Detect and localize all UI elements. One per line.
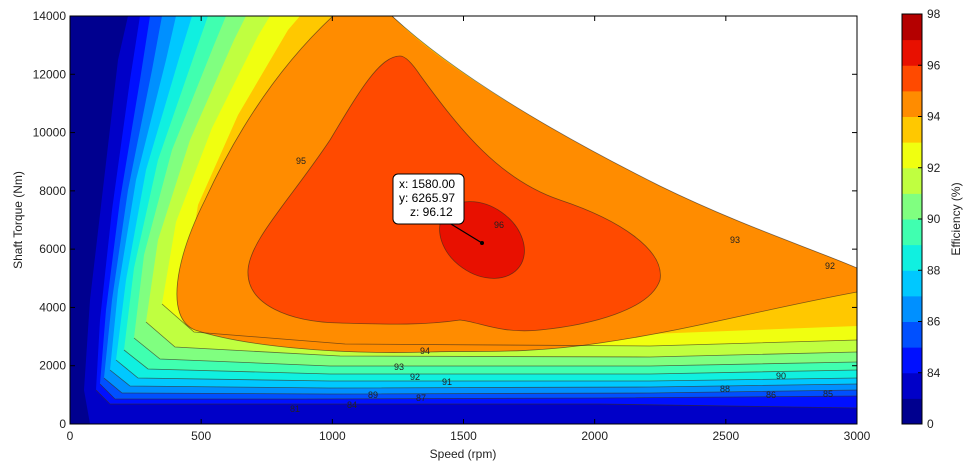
datatip-z: z: 96.12 [410,205,453,219]
datatip-y: y: 6265.97 [399,191,455,205]
colorbar-segment [902,244,922,271]
contour-line-86 [103,377,857,395]
contour-label: 89 [368,390,378,400]
colorbar-segment [902,14,922,41]
contour-label: 93 [394,362,404,372]
datatip-x: x: 1580.00 [399,177,455,191]
colorbar-segment [902,398,922,425]
contour-label: 88 [720,384,730,394]
contour-label: 94 [420,346,430,356]
contour-label: 95 [296,156,306,166]
contour-line-94 [176,16,857,353]
y-tick-label: 14000 [33,9,67,23]
contour-label: 86 [766,390,776,400]
contour-line-84 [95,389,857,409]
colorbar-tick-label: 94 [927,110,941,124]
colorbar-segment [902,167,922,194]
contour-label: 87 [416,393,426,403]
contour-labels: 81 84 89 87 92 91 93 94 95 96 93 92 90 8… [290,156,835,414]
y-tick-label: 2000 [39,359,66,373]
y-tick-label: 12000 [33,67,67,81]
contour-line-85 [99,383,857,400]
x-tick-label: 3000 [844,429,871,443]
datatip-marker [480,241,484,245]
x-tick-label: 0 [67,429,74,443]
y-tick-label: 4000 [39,300,66,314]
contour-line-92 [161,303,857,347]
contour-label: 92 [410,372,420,382]
colorbar-segment [902,39,922,66]
colorbar-ticks: 0 84 86 88 90 92 94 96 98 [918,7,941,431]
colorbar-segment [902,219,922,246]
contour-label: 81 [290,404,300,414]
colorbar-segment [902,372,922,399]
datatip-box [392,173,465,225]
contour-label: 90 [776,371,786,381]
colorbar-tick-label: 92 [927,161,941,175]
no-data-region [392,16,857,268]
contour-label: 96 [494,220,504,230]
contour-label: 84 [347,400,357,410]
plot-area [70,16,857,424]
colorbar-tick-label: 0 [927,417,934,431]
x-axis-label: Speed (rpm) [430,447,497,461]
colorbar-segment [902,193,922,220]
contour-line-95 [247,55,661,332]
contour-line-88 [115,359,857,382]
contour-label: 91 [442,377,452,387]
x-axis: 0 500 1000 1500 2000 2500 3000 [67,16,871,443]
x-tick-label: 1000 [319,429,346,443]
datatip[interactable]: x: 1580.00 y: 6265.97 z: 96.12 [392,173,484,245]
x-tick-label: 2000 [581,429,608,443]
no-data-boundary [391,16,857,269]
contour-line-91 [145,321,857,358]
x-tick-label: 500 [191,429,211,443]
colorbar-tick-label: 98 [927,7,941,21]
y-tick-label: 8000 [39,184,66,198]
contour-line-87 [109,369,857,389]
datatip-pointer [445,220,483,244]
colorbar-label: Efficiency (%) [949,182,963,255]
y-tick-label: 0 [59,417,66,431]
contour-line-89 [123,349,857,375]
x-tick-label: 1500 [450,429,477,443]
contour-label: 92 [825,261,835,271]
colorbar-segment [902,142,922,169]
colorbar [902,14,922,425]
colorbar-segment [902,295,922,322]
contour-line-90 [133,337,857,367]
contour-label: 93 [730,235,740,245]
colorbar-segment [902,116,922,143]
y-tick-label: 10000 [33,126,67,140]
colorbar-segment [902,347,922,374]
y-tick-label: 6000 [39,242,66,256]
colorbar-tick-label: 90 [927,212,941,226]
x-tick-label: 2500 [712,429,739,443]
colorbar-tick-label: 84 [927,366,941,380]
colorbar-segment [902,270,922,297]
colorbar-segment [902,65,922,92]
y-axis-label: Shaft Torque (Nm) [11,171,25,269]
colorbar-tick-label: 88 [927,263,941,277]
contour-label: 85 [823,389,833,399]
colorbar-segment [902,321,922,348]
y-axis: 0 2000 4000 6000 8000 10000 12000 14000 [33,9,857,431]
colorbar-tick-label: 86 [927,315,941,329]
colorbar-tick-label: 96 [927,58,941,72]
colorbar-segment [902,90,922,117]
